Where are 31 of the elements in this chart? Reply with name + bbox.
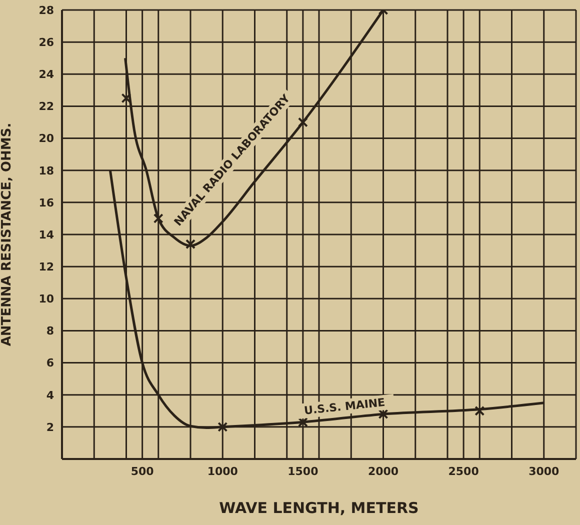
point: [121, 93, 132, 104]
point: [378, 409, 388, 420]
x-tick-label: 3000: [528, 464, 560, 478]
x-axis-title: WAVE LENGTH, METERS: [219, 499, 419, 517]
y-tick-label: 2: [46, 420, 54, 434]
point: [218, 422, 228, 432]
y-tick-label: 18: [38, 164, 54, 178]
y-tick-label: 4: [46, 388, 54, 402]
y-tick-label: 6: [46, 356, 54, 370]
x-tick-label: 2500: [448, 464, 480, 478]
y-tick-label: 22: [38, 100, 54, 114]
y-tick-label: 26: [38, 36, 54, 49]
y-axis-title: ANTENNA RESISTANCE, OHMS.: [0, 122, 15, 346]
point: [298, 417, 308, 428]
y-tick-label: 10: [38, 292, 54, 306]
y-tick-label: 20: [38, 132, 54, 146]
x-tick-label: 2000: [368, 464, 399, 478]
point: [186, 239, 196, 250]
y-tick-label: 24: [38, 68, 54, 82]
y-tick-label: 12: [38, 260, 54, 274]
point: [153, 213, 164, 224]
x-tick-label: 500: [130, 464, 154, 478]
y-tick-label: 28: [38, 4, 54, 17]
y-tick-label: 8: [46, 324, 54, 338]
y-tick-label: 16: [38, 196, 54, 210]
point: [474, 406, 485, 416]
x-tick-label: 1000: [207, 464, 238, 478]
text: U.S.S. MAINE: [303, 396, 386, 418]
y-tick-label: 14: [38, 228, 54, 242]
x-tick-label: 1500: [288, 464, 319, 478]
point: [298, 117, 308, 128]
